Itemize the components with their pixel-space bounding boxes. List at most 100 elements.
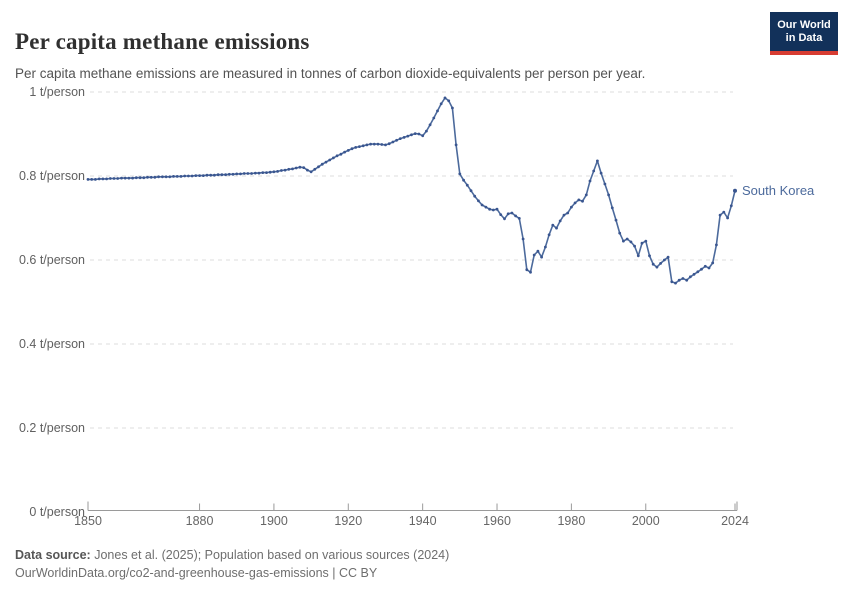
data-point[interactable] [369, 142, 372, 146]
data-point[interactable] [451, 106, 454, 110]
data-point[interactable] [268, 170, 272, 174]
data-point[interactable] [465, 183, 469, 187]
data-point[interactable] [294, 166, 298, 170]
data-point[interactable] [711, 261, 715, 265]
data-point[interactable] [425, 129, 428, 133]
data-point[interactable] [592, 169, 596, 173]
data-point[interactable] [707, 266, 711, 270]
data-point[interactable] [663, 258, 666, 262]
data-point[interactable] [499, 213, 503, 217]
data-point[interactable] [387, 142, 391, 146]
data-point[interactable] [629, 240, 633, 244]
data-point[interactable] [495, 207, 499, 211]
data-point[interactable] [547, 233, 551, 237]
data-point[interactable] [291, 167, 294, 171]
data-point[interactable] [175, 175, 179, 178]
data-point[interactable] [555, 226, 558, 230]
data-point[interactable] [599, 171, 603, 175]
data-point[interactable] [477, 199, 480, 203]
data-point[interactable] [536, 249, 540, 253]
data-point[interactable] [194, 174, 198, 178]
data-point[interactable] [395, 138, 398, 142]
data-point[interactable] [354, 146, 358, 149]
data-point[interactable] [718, 213, 722, 217]
data-point[interactable] [614, 218, 618, 222]
data-point[interactable] [231, 172, 235, 176]
data-point[interactable] [376, 142, 380, 146]
data-point[interactable] [570, 205, 573, 209]
data-point[interactable] [677, 278, 681, 282]
data-point[interactable] [149, 175, 153, 179]
data-point[interactable] [506, 212, 510, 216]
data-point[interactable] [391, 140, 395, 144]
data-point[interactable] [205, 173, 209, 177]
data-point[interactable] [335, 154, 339, 158]
data-point[interactable] [324, 160, 328, 164]
data-point[interactable] [86, 178, 90, 181]
data-point[interactable] [685, 278, 689, 282]
data-point[interactable] [123, 176, 127, 180]
data-point[interactable] [280, 169, 283, 172]
data-point[interactable] [603, 182, 607, 186]
data-point[interactable] [517, 217, 521, 220]
data-point[interactable] [108, 177, 112, 180]
data-point[interactable] [618, 231, 622, 235]
data-point[interactable] [398, 137, 402, 141]
data-point[interactable] [406, 134, 410, 138]
data-point[interactable] [703, 264, 707, 268]
data-point[interactable] [551, 223, 555, 227]
data-point[interactable] [298, 165, 302, 169]
data-point[interactable] [168, 175, 172, 179]
data-point[interactable] [242, 172, 246, 175]
data-point[interactable] [105, 177, 108, 181]
data-point[interactable] [134, 176, 138, 180]
data-point[interactable] [320, 162, 324, 166]
data-point[interactable] [588, 179, 592, 183]
data-point[interactable] [532, 253, 536, 257]
data-point[interactable] [715, 243, 718, 247]
data-point[interactable] [558, 219, 562, 223]
data-point[interactable] [306, 168, 309, 172]
data-point[interactable] [514, 214, 517, 218]
data-point[interactable] [443, 96, 447, 100]
data-point[interactable] [187, 174, 190, 178]
data-point[interactable] [469, 189, 473, 193]
data-point[interactable] [138, 176, 142, 180]
data-point[interactable] [454, 143, 458, 147]
data-point[interactable] [287, 167, 291, 171]
data-point[interactable] [726, 216, 729, 220]
data-point[interactable] [655, 265, 659, 269]
data-point[interactable] [625, 237, 629, 241]
data-point[interactable] [112, 177, 116, 180]
data-point[interactable] [410, 133, 413, 137]
data-point[interactable] [384, 143, 387, 147]
data-point[interactable] [633, 244, 636, 248]
data-point[interactable] [313, 167, 317, 171]
data-point[interactable] [246, 172, 250, 175]
data-point[interactable] [283, 168, 287, 172]
data-point[interactable] [142, 176, 146, 180]
data-point[interactable] [484, 205, 488, 209]
data-point[interactable] [235, 172, 239, 176]
data-point[interactable] [692, 272, 696, 276]
data-point[interactable] [272, 170, 276, 174]
data-point[interactable] [302, 166, 306, 170]
data-point[interactable] [343, 150, 346, 154]
data-point[interactable] [480, 203, 484, 207]
data-point[interactable] [729, 204, 733, 208]
data-point[interactable] [670, 280, 674, 284]
data-point[interactable] [253, 171, 257, 175]
series-points[interactable] [86, 96, 737, 285]
data-point[interactable] [361, 144, 365, 148]
data-point[interactable] [183, 174, 187, 178]
data-point[interactable] [265, 171, 268, 175]
data-point[interactable] [220, 173, 224, 177]
data-point[interactable] [607, 193, 610, 197]
data-point[interactable] [413, 132, 417, 136]
data-point[interactable] [696, 270, 700, 274]
data-point[interactable] [157, 175, 161, 179]
data-point[interactable] [250, 172, 254, 175]
data-point[interactable] [648, 254, 651, 258]
data-point[interactable] [544, 245, 547, 249]
